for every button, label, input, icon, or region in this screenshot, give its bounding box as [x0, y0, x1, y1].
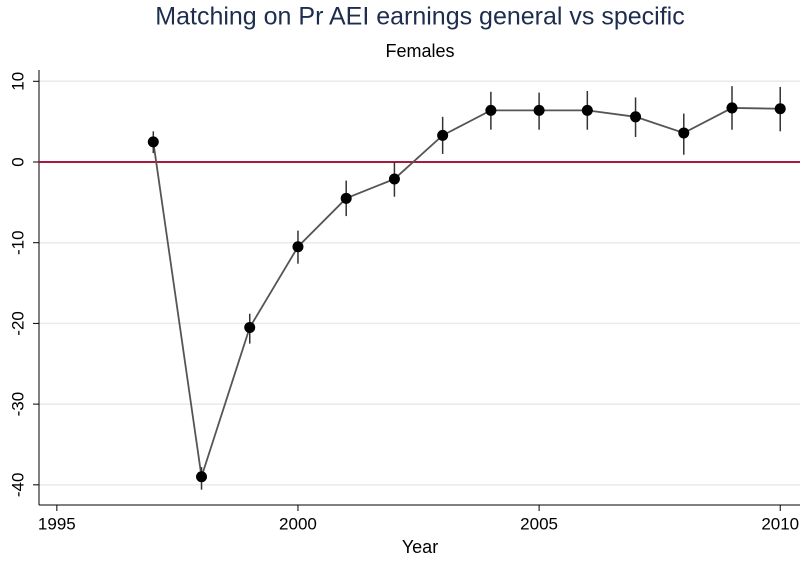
data-point: [292, 241, 304, 253]
data-point: [533, 104, 545, 116]
data-point: [244, 321, 256, 333]
data-point: [388, 173, 400, 185]
data-point: [726, 102, 738, 114]
data-point: [678, 127, 690, 139]
data-point: [340, 192, 352, 204]
y-tick-label: -20: [8, 311, 27, 336]
x-tick-label: 1995: [38, 514, 76, 533]
y-tick-label: -10: [8, 230, 27, 255]
data-point: [774, 103, 786, 115]
chart-title: Matching on Pr AEI earnings general vs s…: [155, 3, 684, 31]
y-tick-label: 0: [8, 157, 27, 166]
x-tick-label: 2005: [520, 514, 558, 533]
data-point: [485, 104, 497, 116]
x-tick-label: 2000: [279, 514, 317, 533]
data-point: [196, 471, 208, 483]
data-point: [581, 104, 593, 116]
y-tick-label: 10: [8, 72, 27, 91]
data-point: [437, 129, 449, 141]
x-tick-label: 2010: [761, 514, 799, 533]
data-point: [147, 136, 159, 148]
chart-subtitle: Females: [385, 41, 454, 61]
series-line: [152, 107, 781, 478]
y-tick-label: -30: [8, 392, 27, 417]
x-axis-label: Year: [402, 537, 438, 557]
y-tick-label: -40: [8, 473, 27, 498]
data-point: [630, 111, 642, 123]
